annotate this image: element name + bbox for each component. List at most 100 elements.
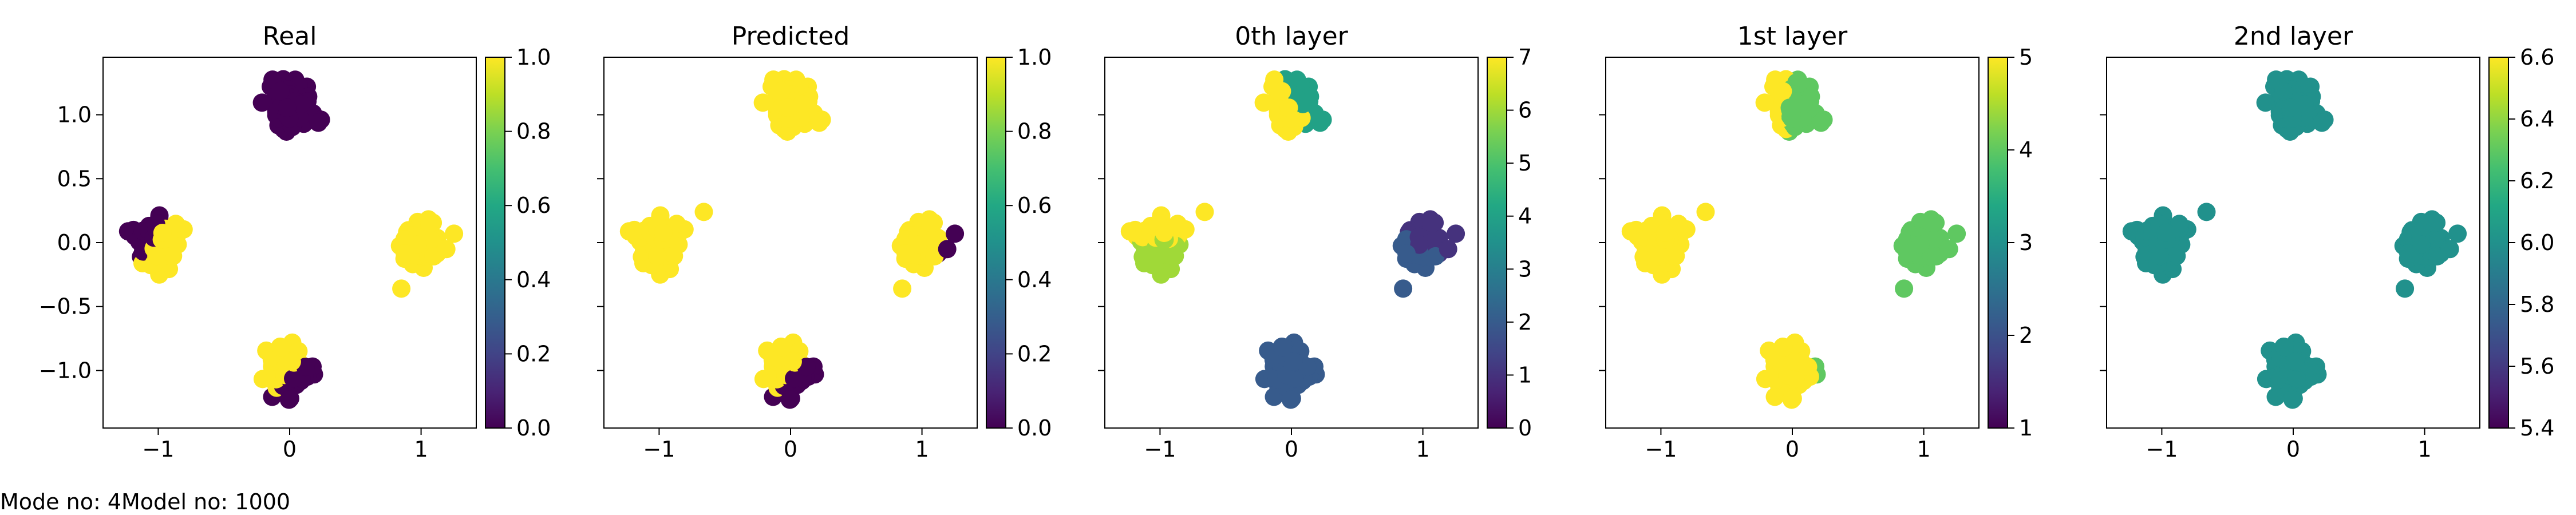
scatter-point	[2256, 93, 2275, 112]
colorbar-tick-label: 2	[1518, 310, 1532, 335]
scatter-point	[909, 235, 928, 254]
scatter-point	[1149, 247, 1168, 266]
scatter-point	[1273, 82, 1291, 101]
colorbar-frame	[485, 57, 505, 429]
scatter-point	[783, 352, 802, 371]
x-tick-label: 0	[1285, 437, 1298, 462]
colorbar-tick-label: 1	[1518, 362, 1532, 387]
scatter-point	[753, 93, 772, 112]
x-tick-label: 1	[915, 437, 929, 462]
x-tick-label: 0	[1785, 437, 1799, 462]
scatter-point	[2156, 224, 2175, 242]
scatter-point	[1397, 244, 1416, 263]
subplot-1: Predicted −1 0 1 0.0 0.2 0.4 0.6 0.8 1.0	[597, 22, 1052, 462]
scatter-point	[445, 224, 464, 243]
scatter-point	[420, 214, 438, 233]
scatter-point	[2197, 203, 2216, 221]
scatter-point	[772, 338, 791, 357]
scatter-point	[779, 98, 797, 117]
x-tick-label: −1	[2146, 437, 2178, 462]
scatter-point	[785, 369, 803, 388]
chart-title: 2nd layer	[2234, 22, 2353, 51]
colorbar-tick-label: 4	[1518, 204, 1532, 229]
scatter-point	[1664, 243, 1683, 262]
scatter-point	[2281, 98, 2300, 117]
scatter-point	[147, 247, 166, 266]
scatter-point	[2283, 390, 2302, 409]
scatter-point	[271, 82, 290, 101]
colorbar	[485, 57, 505, 428]
colorbar-tick-label: 0.4	[516, 267, 551, 292]
scatter-point	[167, 215, 185, 233]
scatter-point	[437, 240, 456, 259]
scatter-point	[1696, 203, 1715, 221]
scatter-point	[1195, 203, 1214, 221]
colorbar	[1487, 57, 1507, 428]
colorbar-tick-label: 1.0	[516, 45, 551, 70]
scatter-point	[408, 235, 427, 254]
scatter-point	[938, 240, 957, 259]
colorbar-tick-label: 6.2	[2520, 168, 2554, 193]
scatter-point	[1439, 240, 1457, 259]
x-tick-label: −1	[1645, 437, 1677, 462]
subplot-2: 0th layer −1 0 1 0 1 2 3 4 5 6 7	[1098, 22, 1532, 462]
scatter-point	[1785, 352, 1804, 371]
colorbar	[1988, 57, 2008, 428]
scatter-point	[1774, 338, 1793, 357]
colorbar-tick-label: 5.6	[2520, 354, 2554, 379]
scatter-point	[2274, 82, 2293, 101]
x-tick-label: −1	[142, 437, 174, 462]
colorbar-tick-label: 3	[2019, 230, 2033, 255]
colorbar-tick-label: 0.2	[516, 341, 551, 366]
chart-title: Real	[263, 22, 317, 51]
colorbar-tick-label: 0.6	[1017, 193, 1052, 218]
scatter-point	[1794, 94, 1813, 113]
x-tick-label: 1	[2417, 437, 2431, 462]
colorbar-frame	[986, 57, 1006, 429]
x-tick-label: 0	[784, 437, 797, 462]
scatter-point	[1895, 279, 1914, 298]
colorbar-tick-label: 0.0	[1017, 415, 1052, 441]
scatter-point	[1168, 215, 1187, 233]
scatter-point	[921, 214, 939, 233]
scatter-point	[2287, 369, 2306, 388]
scatter-point	[1273, 338, 1292, 357]
scatter-point	[2170, 215, 2189, 233]
x-tick-label: −1	[643, 437, 675, 462]
colorbar-tick-label: 4	[2019, 137, 2033, 163]
footer-caption: Mode no: 4Model no: 1000	[0, 489, 291, 514]
scatter-point	[1284, 352, 1303, 371]
colorbar-tick-label: 0.8	[1017, 119, 1052, 144]
scatter-point	[282, 352, 301, 371]
scatter-point	[2412, 235, 2431, 254]
scatter-point	[1286, 369, 1304, 388]
scatter-point	[1939, 240, 1958, 259]
scatter-point	[284, 369, 302, 388]
colorbar-tick-label: 6.4	[2520, 106, 2554, 132]
x-tick-label: −1	[1144, 437, 1176, 462]
scatter-point	[694, 203, 713, 221]
chart-title: 1st layer	[1737, 22, 1848, 51]
scatter-point	[1422, 214, 1440, 233]
scatter-point	[279, 390, 298, 409]
colorbar-tick-label: 0.2	[1017, 341, 1052, 366]
scatter-point	[2440, 240, 2459, 259]
colorbar-tick-label: 6	[1518, 98, 1532, 123]
scatter-point	[1780, 98, 1799, 117]
colorbar-tick-label: 5	[1518, 150, 1532, 176]
colorbar-tick-label: 1.0	[1017, 45, 1052, 70]
scatter-point	[392, 279, 411, 298]
x-tick-label: 0	[283, 437, 297, 462]
scatter-point	[1155, 224, 1174, 242]
scatter-point	[1410, 235, 1429, 254]
scatter-point	[1447, 224, 1465, 243]
subplot-0: Real −1 0 1 1.0 0.5 0.0 −0.5 −1.0 0.0 0.2 0.4 0.6 0.8…	[39, 22, 551, 462]
colorbar-tick-label: 2	[2019, 323, 2033, 348]
y-tick-label: 0.5	[57, 166, 92, 191]
scatter-points	[1621, 70, 1966, 409]
scatter-point	[1311, 113, 1330, 132]
scatter-point	[667, 215, 686, 233]
scatter-point	[1755, 93, 1774, 112]
colorbar-tick-label: 0.4	[1017, 267, 1052, 292]
scatter-point	[1293, 94, 1312, 113]
